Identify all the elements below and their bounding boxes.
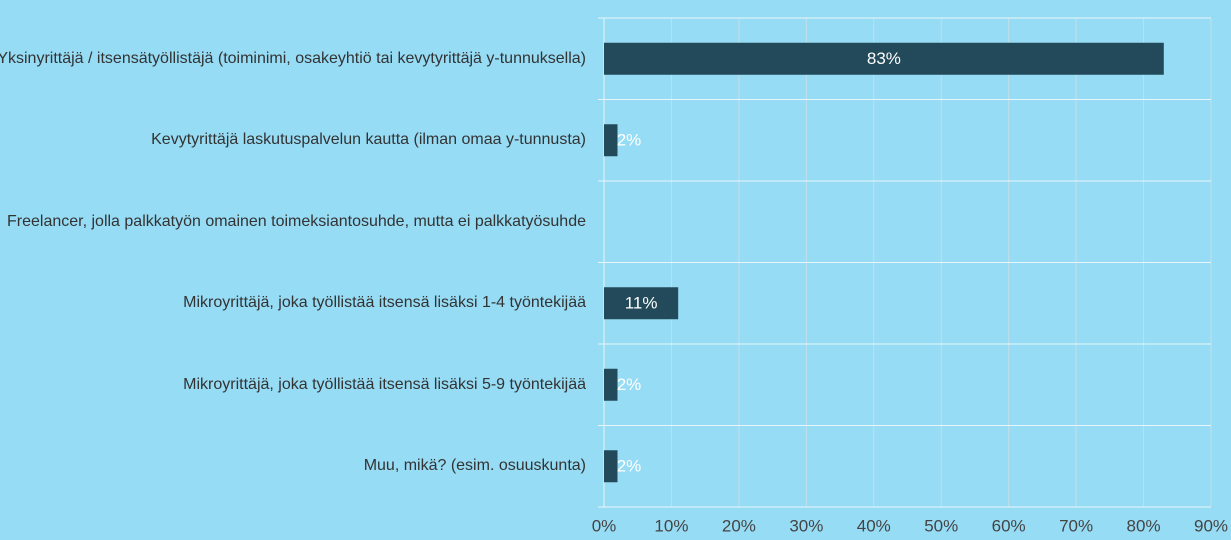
bar	[604, 368, 618, 401]
x-tick-label: 70%	[1059, 516, 1093, 535]
bar	[604, 124, 618, 157]
category-label: Muu, mikä? (esim. osuuskunta)	[0, 436, 586, 496]
category-label: Mikroyrittäjä, joka työllistää itsensä l…	[0, 355, 586, 415]
category-text: Kevytyrittäjä laskutuspalvelun kautta (i…	[151, 131, 586, 149]
category-text: Yksinyrittäjä / itsensätyöllistäjä (toim…	[0, 49, 586, 67]
category-label: Mikroyrittäjä, joka työllistää itsensä l…	[0, 273, 586, 333]
value-label: 83%	[867, 49, 901, 68]
x-tick-label: 40%	[857, 516, 891, 535]
x-tick-label: 10%	[654, 516, 688, 535]
category-text: Mikroyrittäjä, joka työllistää itsensä l…	[183, 294, 586, 312]
category-label: Kevytyrittäjä laskutuspalvelun kautta (i…	[0, 110, 586, 170]
value-label: 2%	[617, 375, 642, 394]
x-tick-label: 20%	[722, 516, 756, 535]
x-tick-label: 90%	[1194, 516, 1228, 535]
x-tick-label: 30%	[789, 516, 823, 535]
category-label: Yksinyrittäjä / itsensätyöllistäjä (toim…	[0, 29, 586, 89]
bar	[604, 287, 679, 320]
value-label: 11%	[625, 294, 658, 313]
category-text: Muu, mikä? (esim. osuuskunta)	[363, 457, 586, 475]
bar	[604, 42, 1164, 75]
value-label: 2%	[617, 131, 642, 150]
bar	[604, 450, 618, 483]
category-text: Mikroyrittäjä, joka työllistää itsensä l…	[183, 375, 586, 393]
x-tick-label: 50%	[924, 516, 958, 535]
value-label: 2%	[617, 457, 642, 476]
x-tick-label: 80%	[1127, 516, 1161, 535]
x-tick-label: 60%	[992, 516, 1026, 535]
category-label: Freelancer, jolla palkkatyön omainen toi…	[0, 192, 586, 252]
category-text: Freelancer, jolla palkkatyön omainen toi…	[7, 212, 586, 230]
x-tick-label: 0%	[592, 516, 617, 535]
